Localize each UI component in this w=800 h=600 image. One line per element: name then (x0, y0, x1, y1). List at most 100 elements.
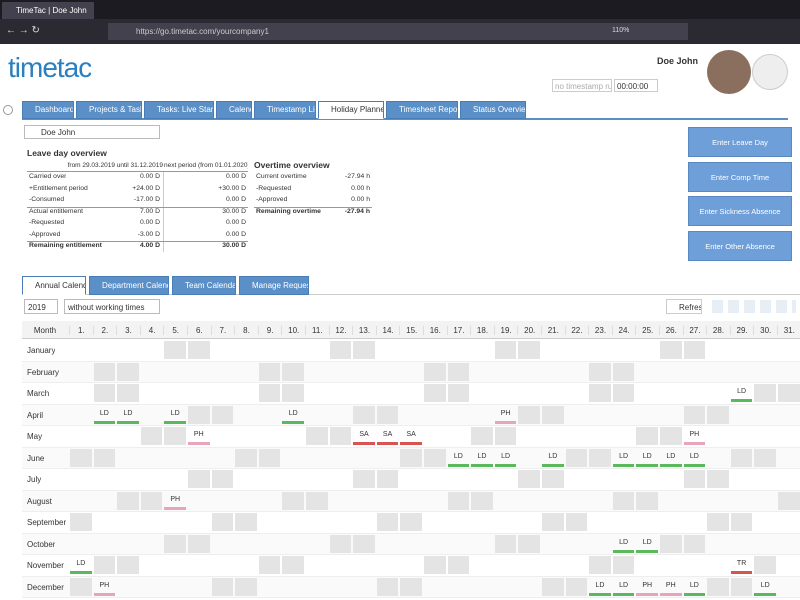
month-label: March (27, 389, 50, 398)
absence-entry[interactable]: LD (754, 578, 776, 596)
weekend-cell (188, 405, 210, 424)
absence-entry[interactable]: SA (353, 427, 375, 445)
weekend-cell (424, 448, 446, 467)
absence-entry[interactable]: SA (400, 427, 422, 445)
leave-label: -Consumed (29, 196, 65, 203)
refresh-button[interactable]: Refresh (666, 299, 702, 314)
avatar[interactable] (707, 50, 751, 94)
side-toggle[interactable] (3, 105, 13, 115)
day-header: 4. (139, 326, 164, 335)
leave-current: 4.00 D (139, 242, 160, 249)
mode-select[interactable]: without working times (64, 299, 160, 314)
weekend-cell (211, 513, 234, 531)
leave-next: 30.00 D (222, 242, 246, 249)
leave-next: 0.00 D (225, 173, 246, 180)
nav-tab[interactable]: Projects & Tasks (76, 101, 142, 119)
absence-entry[interactable]: LD (612, 535, 635, 553)
month-label: November (27, 561, 64, 570)
absence-entry[interactable]: LD (494, 449, 517, 467)
action-button[interactable]: Enter Comp Time (688, 161, 792, 192)
weekend-cell (542, 470, 564, 488)
absence-entry[interactable]: LD (117, 406, 139, 424)
sub-tab[interactable]: Department Calendar (89, 276, 169, 295)
url-bar[interactable]: https://go.timetac.com/yourcompany1 (108, 23, 688, 40)
absence-entry[interactable]: LD (282, 406, 304, 424)
day-header: 14. (375, 326, 400, 335)
absence-entry[interactable]: LD (589, 578, 611, 596)
weekend-cell (660, 341, 682, 359)
weekend-cell (683, 534, 706, 553)
absence-entry[interactable]: LD (730, 384, 753, 402)
weekend-cell (754, 448, 776, 467)
absence-entry[interactable]: SA (376, 427, 399, 445)
nav-arrows[interactable]: ← → ↻ (6, 25, 40, 36)
weekend-cell (93, 384, 116, 402)
absence-entry[interactable]: LD (164, 406, 186, 424)
absence-entry[interactable]: LD (612, 449, 635, 467)
weekend-cell (471, 427, 493, 445)
sub-tab[interactable]: Team Calendar (172, 276, 236, 295)
weekend-cell (211, 577, 234, 596)
day-header: 6. (187, 326, 211, 335)
zoom-level[interactable]: 110% (612, 27, 630, 34)
action-button[interactable]: Enter Leave Day (688, 127, 792, 157)
nav-tab[interactable]: Holiday Planner (318, 101, 384, 119)
nav-tab[interactable]: Timesheet Report (386, 101, 458, 119)
day-header: 21. (541, 326, 565, 335)
leave-current: 0.00 D (139, 219, 160, 226)
leave-label: -Requested (29, 219, 65, 226)
nav-tab[interactable]: Timestamp List (254, 101, 316, 119)
absence-entry[interactable]: LD (542, 449, 564, 467)
absence-entry[interactable]: LD (93, 406, 116, 424)
absence-entry[interactable]: LD (447, 449, 470, 467)
year-select[interactable]: 2019 (24, 299, 58, 314)
nav-tab[interactable]: Dashboard (22, 101, 74, 119)
action-button[interactable]: Enter Sickness Absence (688, 196, 792, 226)
timestamp-select[interactable]: no timestamp ru... (552, 79, 612, 92)
weekend-cell (188, 341, 210, 359)
weekend-cell (188, 534, 210, 553)
sub-tab[interactable]: Manage Requests (239, 276, 309, 295)
absence-entry[interactable]: PH (636, 578, 658, 596)
browser-tab[interactable]: TimeTac | Doe John (2, 2, 94, 19)
absence-entry[interactable]: LD (636, 449, 658, 467)
export-icons[interactable] (712, 300, 796, 313)
absence-entry[interactable]: LD (683, 449, 706, 467)
weekend-cell (164, 534, 186, 553)
row-line (27, 241, 248, 242)
weekend-cell (353, 534, 375, 553)
timer: 00:00:00 (614, 79, 658, 92)
absence-entry[interactable]: PH (164, 492, 186, 510)
absence-entry[interactable]: TR (730, 556, 753, 574)
absence-entry[interactable]: LD (70, 556, 92, 574)
leave-next: +30.00 D (218, 184, 246, 192)
month-header: Month (33, 326, 57, 335)
user-select[interactable]: Doe John (24, 125, 160, 139)
absence-entry[interactable]: PH (494, 406, 517, 424)
absence-entry[interactable]: LD (636, 535, 658, 553)
weekend-cell (376, 405, 399, 424)
leave-next: 0.00 D (225, 230, 246, 238)
weekend-cell (376, 513, 399, 531)
weekend-cell (542, 513, 564, 531)
absence-entry[interactable]: LD (612, 578, 635, 596)
day-header: 18. (470, 326, 494, 335)
absence-entry[interactable]: LD (683, 578, 706, 596)
nav-tab[interactable]: Calendar (216, 101, 252, 119)
action-button[interactable]: Enter Other Absence (688, 230, 792, 261)
weekend-cell (754, 384, 776, 402)
absence-entry[interactable]: PH (188, 427, 210, 445)
weekend-cell (282, 362, 304, 381)
nav-tab[interactable]: Status Overview (460, 101, 526, 119)
absence-entry[interactable]: PH (683, 427, 706, 445)
weekend-cell (778, 491, 800, 510)
absence-entry[interactable]: PH (93, 578, 116, 596)
absence-entry[interactable]: LD (471, 449, 493, 467)
day-header: 1. (69, 326, 93, 335)
company-button[interactable] (752, 54, 788, 90)
weekend-cell (565, 513, 588, 531)
absence-entry[interactable]: PH (660, 578, 682, 596)
nav-tab[interactable]: Tasks: Live Start (144, 101, 214, 119)
sub-tab[interactable]: Annual Calendar (22, 276, 86, 295)
absence-entry[interactable]: LD (660, 449, 682, 467)
